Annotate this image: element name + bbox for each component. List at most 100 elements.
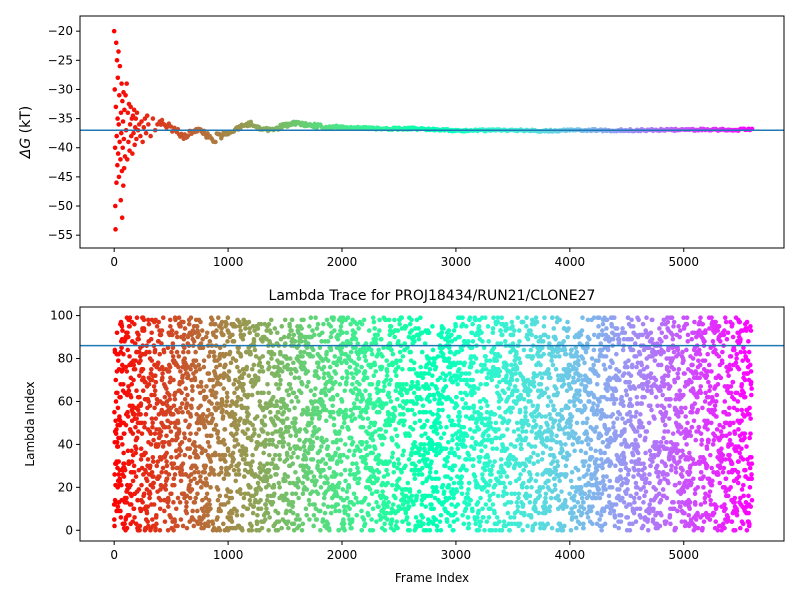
lambda-point: [567, 369, 572, 374]
lambda-point: [412, 472, 417, 477]
lambda-point: [179, 467, 185, 473]
lambda-point: [269, 356, 274, 361]
lambda-point: [344, 489, 350, 494]
lambda-point: [254, 521, 260, 527]
deltag-point: [127, 122, 133, 127]
lambda-point: [562, 497, 568, 503]
lambda-point: [211, 384, 216, 389]
lambda-point: [464, 467, 469, 473]
lambda-point: [376, 504, 381, 509]
lambda-point: [497, 354, 503, 359]
lambda-point: [548, 375, 553, 381]
lambda-point: [509, 362, 514, 368]
lambda-point: [137, 373, 142, 379]
lambda-point: [539, 457, 545, 462]
lambda-point: [407, 321, 413, 327]
lambda-point: [230, 510, 235, 516]
lambda-point: [288, 371, 294, 376]
lambda-point: [585, 515, 591, 520]
lambda-point: [331, 315, 336, 321]
lambda-point: [498, 397, 504, 402]
lambda-point: [445, 339, 451, 344]
lambda-point: [172, 482, 177, 488]
lambda-point: [580, 420, 586, 426]
lambda-point: [467, 315, 473, 321]
lambda-point: [491, 345, 497, 351]
lambda-point: [214, 401, 220, 406]
lambda-point: [549, 525, 555, 531]
lambda-point: [556, 497, 562, 503]
lambda-point: [534, 472, 540, 477]
lambda-point: [376, 379, 381, 385]
lambda-point: [456, 418, 462, 424]
lambda-point: [204, 414, 210, 419]
deltag-point: [138, 133, 143, 139]
deltag-point: [120, 183, 126, 188]
lambda-point: [257, 399, 263, 404]
lambda-point: [356, 369, 362, 374]
lambda-point: [447, 371, 452, 376]
lambda-point: [597, 517, 602, 522]
lambda-point: [323, 418, 329, 424]
lambda-point: [399, 470, 404, 475]
lambda-point: [490, 446, 496, 451]
lambda-point: [448, 349, 453, 355]
lambda-point: [313, 315, 318, 321]
lambda-point: [552, 487, 558, 492]
lambda-point: [489, 467, 494, 473]
lambda-point: [582, 491, 588, 497]
lambda-point: [518, 472, 523, 477]
lambda-point: [548, 399, 554, 404]
lambda-point: [466, 480, 472, 486]
lambda-point: [367, 397, 373, 402]
lambda-point: [325, 476, 330, 482]
lambda-point: [451, 495, 456, 501]
lambda-point: [567, 491, 572, 497]
lambda-point: [160, 315, 166, 321]
lambda-point: [396, 461, 402, 467]
lambda-point: [176, 315, 182, 321]
lambda-point: [492, 510, 497, 516]
lambda-point: [296, 478, 302, 484]
lambda-point: [191, 517, 196, 522]
lambda-point: [389, 517, 395, 522]
lambda-point: [303, 437, 309, 443]
lambda-point: [163, 482, 168, 488]
lambda-point: [112, 472, 117, 477]
lambda-point: [493, 527, 499, 533]
lambda-point: [431, 392, 437, 398]
lambda-point: [510, 324, 515, 329]
lambda-point: [506, 386, 511, 391]
lambda-point: [133, 446, 139, 451]
lambda-point: [329, 375, 334, 381]
lambda-point: [587, 399, 592, 404]
lambda-point: [367, 392, 372, 398]
lambda-point: [596, 487, 602, 492]
lambda-point: [528, 328, 533, 333]
lambda-point: [545, 521, 551, 527]
lambda-point: [345, 371, 350, 376]
lambda-point: [193, 358, 199, 363]
lambda-point: [377, 317, 382, 323]
lambda-point: [299, 381, 305, 387]
lambda-point: [555, 527, 560, 533]
lambda-point: [401, 412, 406, 417]
lambda-point: [154, 401, 160, 406]
lambda-point: [196, 470, 201, 475]
lambda-point: [111, 517, 117, 522]
lambda-point: [261, 463, 267, 469]
lambda-point: [316, 360, 321, 366]
lambda-point: [206, 523, 211, 529]
lambda-point: [218, 470, 224, 475]
lambda-point: [224, 321, 229, 327]
lambda-point: [176, 429, 182, 434]
lambda-point: [188, 472, 194, 477]
lambda-point: [317, 508, 323, 514]
lambda-point: [325, 358, 331, 363]
lambda-point: [147, 463, 153, 469]
lambda-point: [254, 414, 260, 419]
lambda-point: [181, 332, 187, 338]
deltag-point: [114, 58, 120, 63]
lambda-point: [449, 339, 455, 344]
lambda-point: [533, 334, 539, 340]
